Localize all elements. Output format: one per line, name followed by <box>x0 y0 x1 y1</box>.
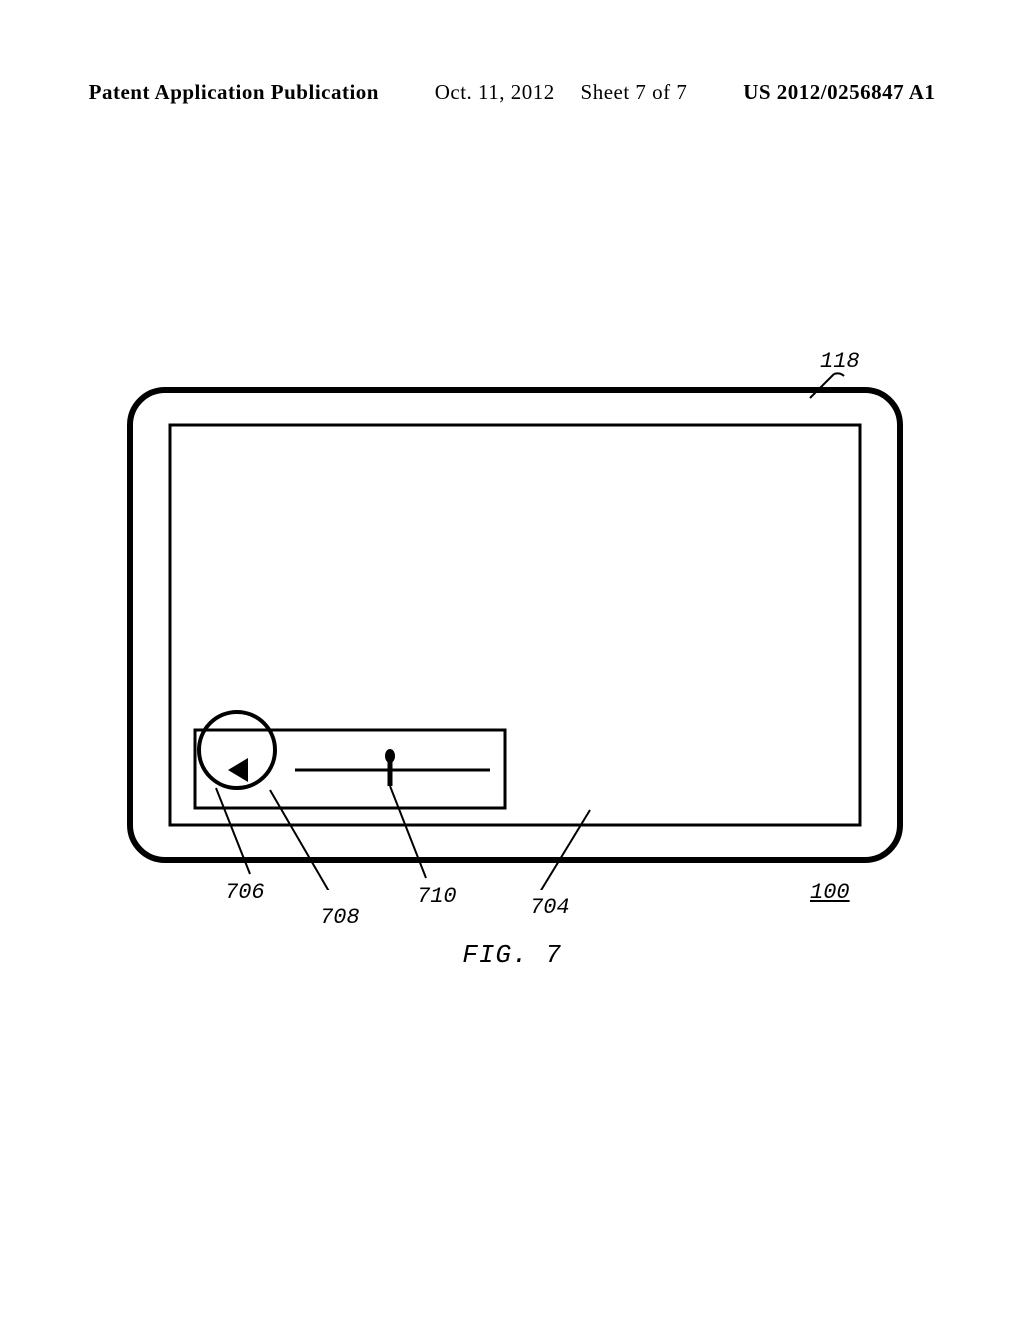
ref-708: 708 <box>320 905 360 930</box>
ref-706: 706 <box>225 880 265 905</box>
figure-7 <box>120 370 910 890</box>
publication-date: Oct. 11, 2012 <box>435 80 555 105</box>
ref-118: 118 <box>820 349 860 374</box>
page-header: Patent Application Publication Oct. 11, … <box>0 80 1024 105</box>
ref-100: 100 <box>810 880 850 905</box>
sheet-number: Sheet 7 of 7 <box>581 80 688 105</box>
figure-svg <box>120 370 910 890</box>
figure-label: FIG. 7 <box>0 940 1024 970</box>
ref-710: 710 <box>417 884 457 909</box>
publication-label: Patent Application Publication <box>89 80 379 105</box>
publication-number: US 2012/0256847 A1 <box>743 80 935 105</box>
ref-704: 704 <box>530 895 570 920</box>
